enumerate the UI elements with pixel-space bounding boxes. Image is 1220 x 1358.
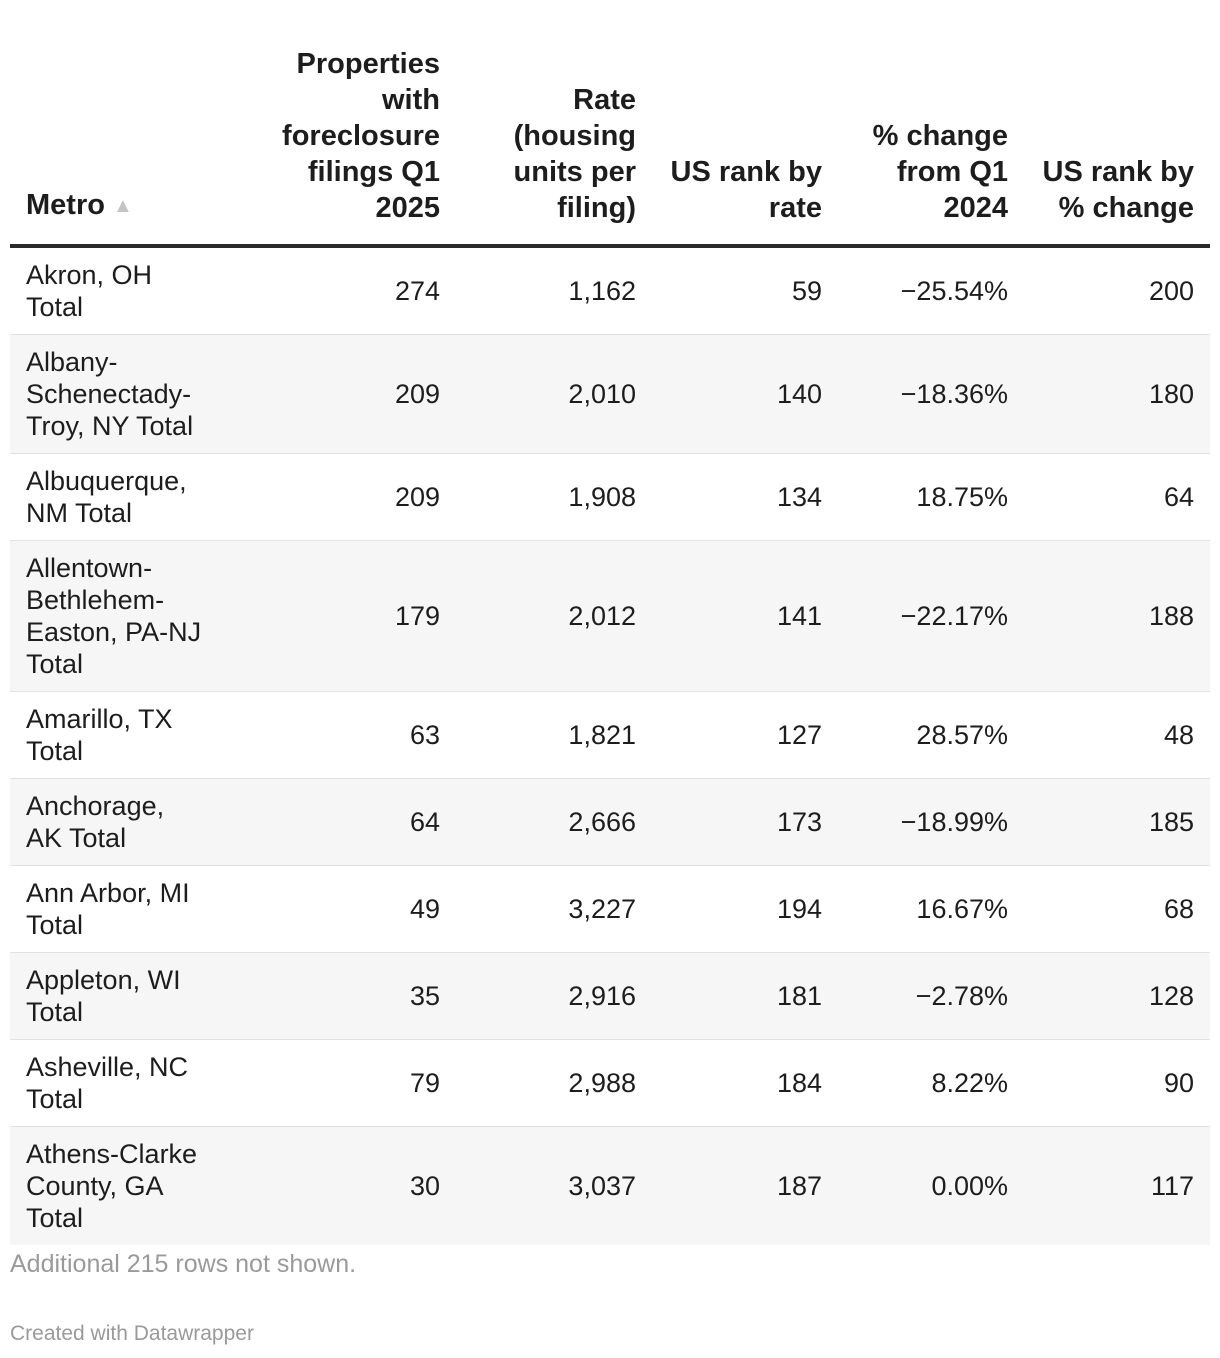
rate-cell: 2,988 — [456, 1039, 652, 1127]
metro-cell: Albuquerque, NM Total — [10, 453, 220, 541]
pct-change-cell: 16.67% — [838, 865, 1024, 953]
metro-cell: Allentown-Bethlehem-Easton, PA-NJ Total — [10, 540, 220, 692]
column-header-properties[interactable]: Properties with foreclosure filings Q1 2… — [220, 0, 456, 248]
column-header-rate[interactable]: Rate (housing units per filing) — [456, 0, 652, 248]
table-row: Amarillo, TX Total 63 1,821 127 28.57% 48 — [10, 691, 1210, 779]
rate-cell: 3,037 — [456, 1126, 652, 1245]
pct-change-cell: −18.99% — [838, 778, 1024, 866]
rank-change-cell: 200 — [1024, 246, 1210, 335]
rank-change-cell: 68 — [1024, 865, 1210, 953]
rate-cell: 2,010 — [456, 334, 652, 454]
rank-change-cell: 185 — [1024, 778, 1210, 866]
pct-change-cell: −18.36% — [838, 334, 1024, 454]
datawrapper-credit[interactable]: Created with Datawrapper — [10, 1322, 254, 1345]
rank-change-cell: 180 — [1024, 334, 1210, 454]
properties-cell: 79 — [220, 1039, 456, 1127]
rate-cell: 1,821 — [456, 691, 652, 779]
table-header-row: Metro ▲ Properties with foreclosure filin… — [10, 0, 1210, 248]
rate-cell: 1,908 — [456, 453, 652, 541]
column-header-rank-rate[interactable]: US rank by rate — [652, 0, 838, 248]
rank-change-cell: 188 — [1024, 540, 1210, 692]
properties-cell: 30 — [220, 1126, 456, 1245]
column-header-rank-change[interactable]: US rank by % change — [1024, 0, 1210, 248]
pct-change-cell: 28.57% — [838, 691, 1024, 779]
rank-change-cell: 90 — [1024, 1039, 1210, 1127]
properties-cell: 274 — [220, 246, 456, 335]
rank-rate-cell: 194 — [652, 865, 838, 953]
table-row: Ann Arbor, MI Total 49 3,227 194 16.67% 68 — [10, 865, 1210, 953]
rank-rate-cell: 134 — [652, 453, 838, 541]
table-row: Allentown-Bethlehem-Easton, PA-NJ Total 1… — [10, 540, 1210, 692]
rank-rate-cell: 140 — [652, 334, 838, 454]
pct-change-cell: 0.00% — [838, 1126, 1024, 1245]
metro-cell: Akron, OH Total — [10, 246, 220, 335]
rank-rate-cell: 141 — [652, 540, 838, 692]
properties-cell: 179 — [220, 540, 456, 692]
column-header-metro[interactable]: Metro ▲ — [10, 0, 220, 248]
properties-cell: 63 — [220, 691, 456, 779]
metro-cell: Asheville, NC Total — [10, 1039, 220, 1127]
table-row: Albuquerque, NM Total 209 1,908 134 18.75% 64 — [10, 453, 1210, 541]
rank-rate-cell: 173 — [652, 778, 838, 866]
rank-rate-cell: 187 — [652, 1126, 838, 1245]
pct-change-cell: −22.17% — [838, 540, 1024, 692]
metro-cell: Athens-Clarke County, GA Total — [10, 1126, 220, 1245]
properties-cell: 209 — [220, 334, 456, 454]
rank-rate-cell: 184 — [652, 1039, 838, 1127]
table-body: Akron, OH Total 274 1,162 59 −25.54% 200 Alban… — [10, 246, 1210, 1245]
foreclosure-table: Metro ▲ Properties with foreclosure filin… — [10, 0, 1210, 1245]
metro-cell: Albany-Schenectady-Troy, NY Total — [10, 334, 220, 454]
table-row: Akron, OH Total 274 1,162 59 −25.54% 200 — [10, 246, 1210, 335]
metro-cell: Anchorage, AK Total — [10, 778, 220, 866]
rank-rate-cell: 127 — [652, 691, 838, 779]
table-row: Albany-Schenectady-Troy, NY Total 209 2,01… — [10, 334, 1210, 454]
pct-change-cell: −2.78% — [838, 952, 1024, 1040]
pct-change-cell: 18.75% — [838, 453, 1024, 541]
properties-cell: 209 — [220, 453, 456, 541]
metro-cell: Appleton, WI Total — [10, 952, 220, 1040]
rank-rate-cell: 59 — [652, 246, 838, 335]
properties-cell: 49 — [220, 865, 456, 953]
pct-change-cell: −25.54% — [838, 246, 1024, 335]
rank-change-cell: 64 — [1024, 453, 1210, 541]
table-row: Anchorage, AK Total 64 2,666 173 −18.99% 185 — [10, 778, 1210, 866]
rank-rate-cell: 181 — [652, 952, 838, 1040]
rate-cell: 2,916 — [456, 952, 652, 1040]
rate-cell: 3,227 — [456, 865, 652, 953]
properties-cell: 64 — [220, 778, 456, 866]
table-row: Appleton, WI Total 35 2,916 181 −2.78% 128 — [10, 952, 1210, 1040]
rank-change-cell: 128 — [1024, 952, 1210, 1040]
table-row: Asheville, NC Total 79 2,988 184 8.22% 90 — [10, 1039, 1210, 1127]
datawrapper-table-container: Metro ▲ Properties with foreclosure filin… — [10, 0, 1210, 1245]
rank-change-cell: 48 — [1024, 691, 1210, 779]
rate-cell: 2,666 — [456, 778, 652, 866]
column-header-pct-change[interactable]: % change from Q1 2024 — [838, 0, 1024, 248]
table-notes: Additional 215 rows not shown. — [10, 1250, 357, 1278]
table-row: Athens-Clarke County, GA Total 30 3,037 187… — [10, 1126, 1210, 1245]
metro-cell: Ann Arbor, MI Total — [10, 865, 220, 953]
pct-change-cell: 8.22% — [838, 1039, 1024, 1127]
sort-ascending-icon[interactable]: ▲ — [112, 195, 133, 217]
rate-cell: 1,162 — [456, 246, 652, 335]
properties-cell: 35 — [220, 952, 456, 1040]
rank-change-cell: 117 — [1024, 1126, 1210, 1245]
metro-cell: Amarillo, TX Total — [10, 691, 220, 779]
rate-cell: 2,012 — [456, 540, 652, 692]
